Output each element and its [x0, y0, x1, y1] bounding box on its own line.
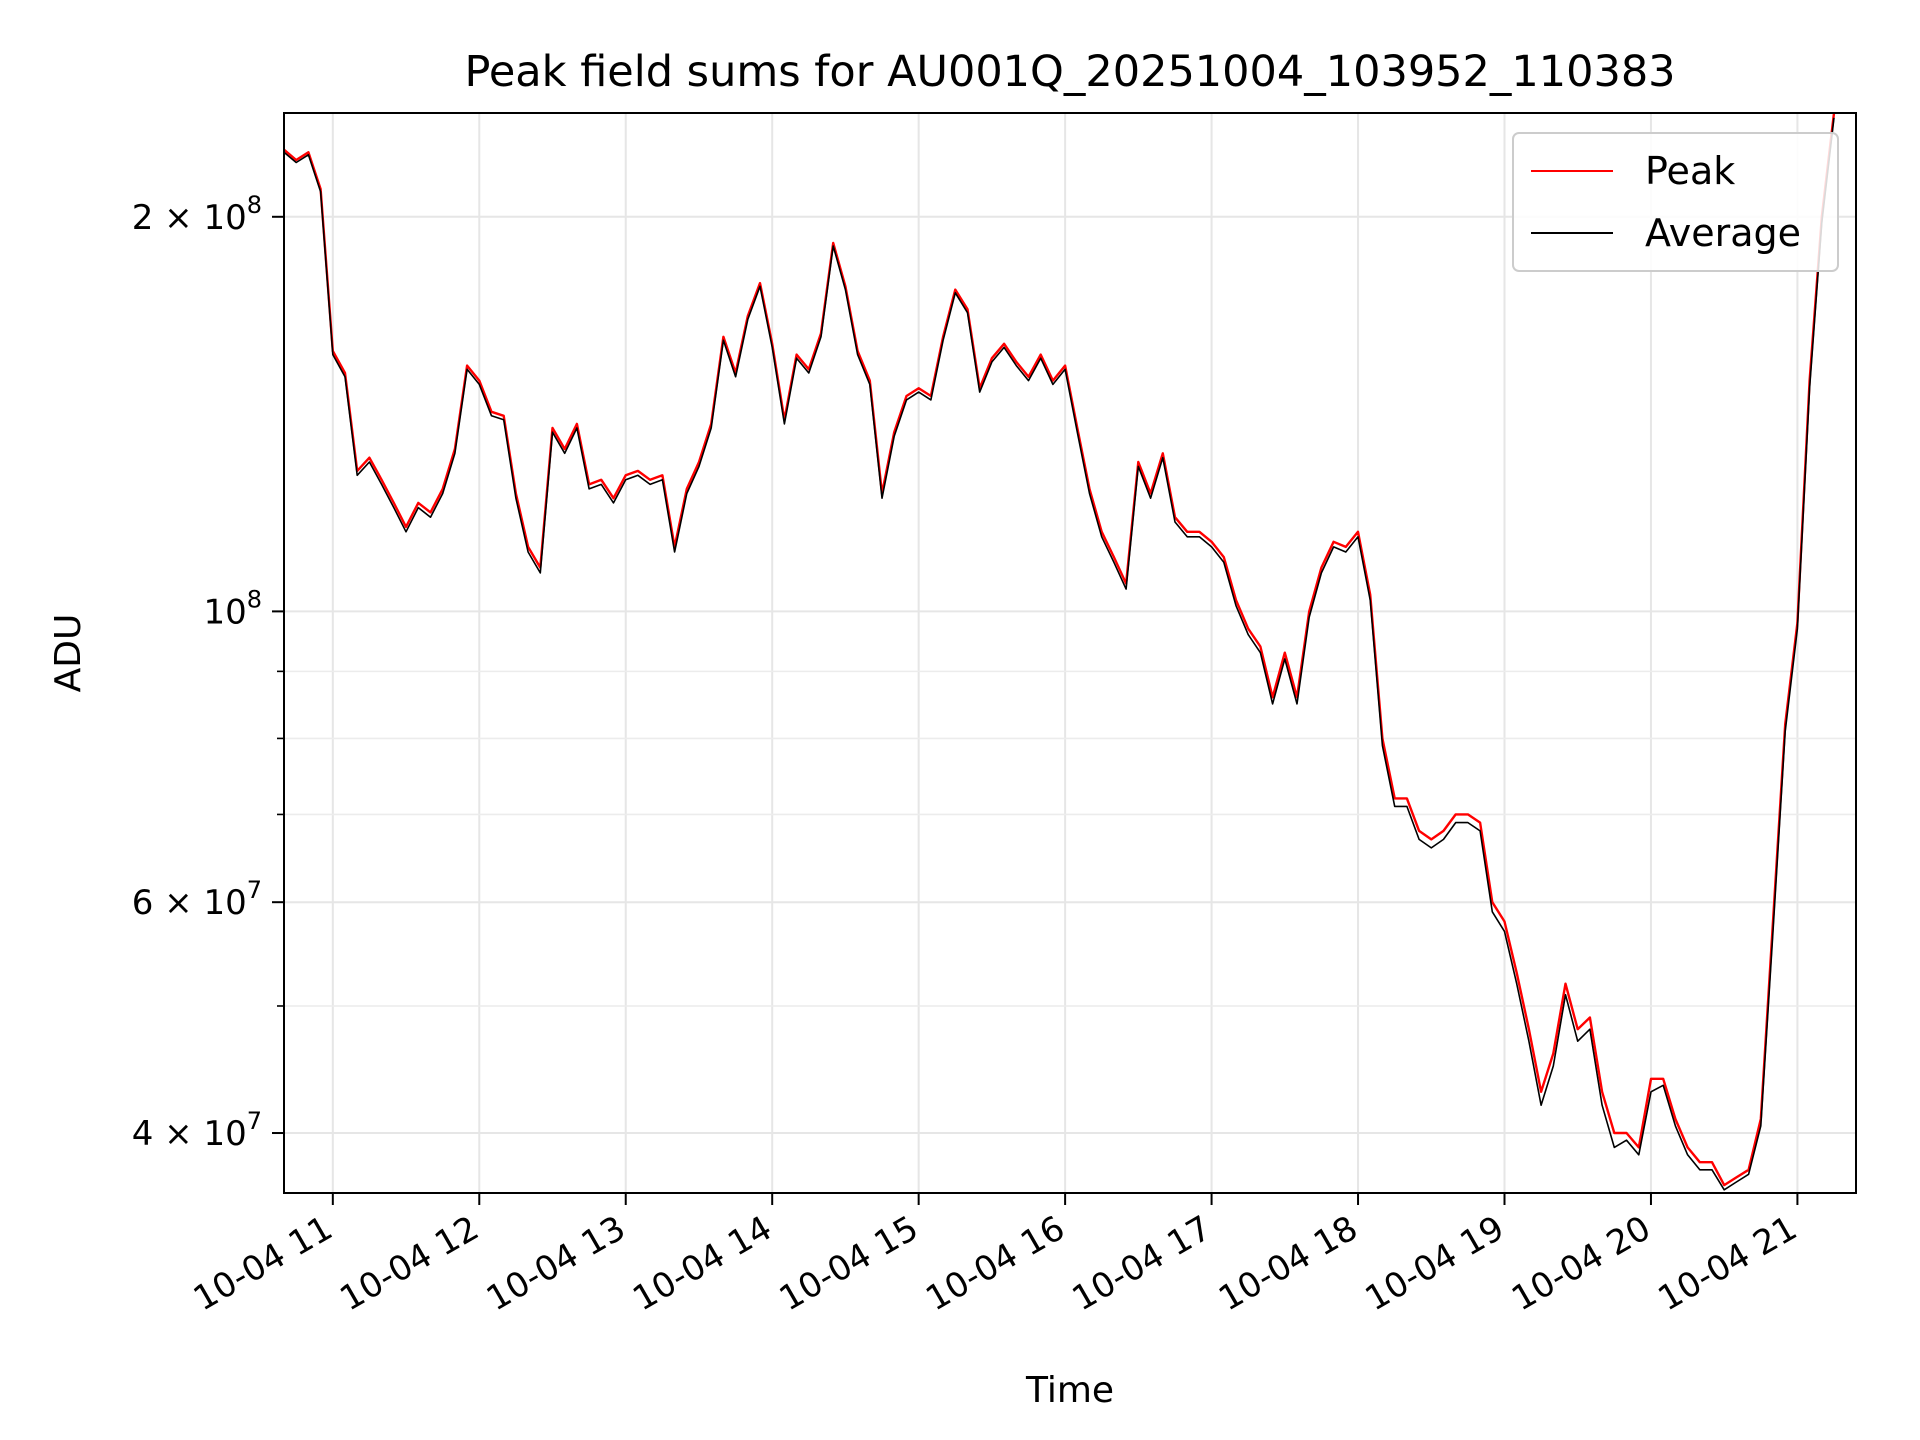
y-tick-label-exponent: 8 [247, 191, 262, 219]
y-tick-label: 4 × 107 [132, 1107, 262, 1154]
y-tick-label-base: 2 × 10 [132, 198, 247, 238]
legend-box [1512, 132, 1839, 272]
grid [284, 113, 1856, 1193]
y-tick-label-exponent: 7 [247, 876, 262, 904]
y-tick-label-exponent: 8 [247, 585, 262, 613]
legend: Peak Average [1512, 132, 1839, 272]
plot-lines [283, 112, 1836, 1191]
series-line-average [283, 117, 1835, 1191]
x-axis-title: Time [1025, 1370, 1114, 1411]
chart-title: Peak field sums for AU001Q_20251004_1039… [464, 47, 1675, 97]
y-tick-label: 2 × 108 [132, 191, 262, 238]
y-tick-label-base: 10 [203, 592, 246, 632]
y-axis-title: ADU [48, 614, 89, 693]
legend-label-average: Average [1645, 211, 1801, 255]
y-tick-label-base: 6 × 10 [132, 883, 247, 923]
y-tick-label-base: 4 × 10 [132, 1114, 247, 1154]
plot-frame [283, 112, 1857, 1194]
legend-label-peak: Peak [1645, 149, 1735, 193]
y-tick-label-exponent: 7 [247, 1107, 262, 1135]
y-tick-label: 108 [203, 585, 262, 632]
y-tick-label: 6 × 107 [132, 876, 262, 923]
